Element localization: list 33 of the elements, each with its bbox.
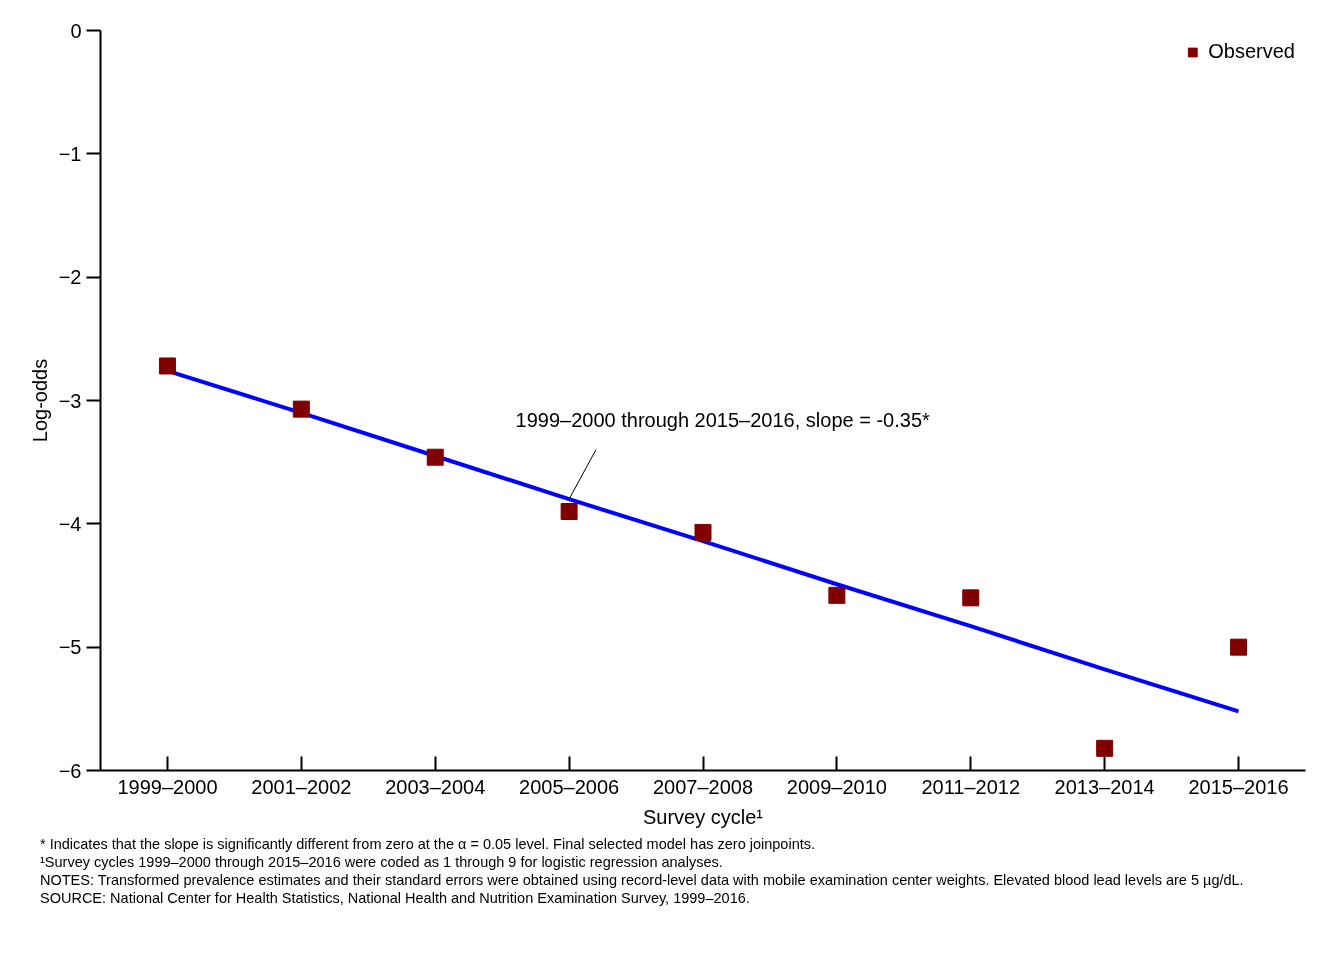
y-tick-label: −4 [58, 512, 82, 535]
x-tick-label: 2013–2014 [1054, 775, 1155, 798]
point [1096, 739, 1114, 757]
text: * Indicates that the slope is significantly different from zero at the α = 0.05 level. Final selected model has zero joinpoints. [40, 836, 816, 852]
x-tick-label: 2005–2006 [519, 775, 620, 798]
point [560, 503, 578, 520]
x-tick-label: 2001–2002 [251, 775, 352, 798]
x-tick-label: 2011–2012 [921, 775, 1021, 798]
point [1230, 638, 1248, 656]
x-tick-label: 1999–2000 [117, 775, 218, 798]
annotation: 1999–2000 through 2015–2016, slope = -0.35* [515, 409, 931, 432]
point [694, 523, 712, 541]
y-tick-label: −6 [58, 759, 82, 782]
y-tick-label: −5 [58, 636, 82, 659]
y-tick-label: −3 [58, 389, 82, 412]
point [828, 586, 846, 604]
legend-label: Observed [1208, 40, 1295, 63]
source-note: SOURCE: National Center for Health Statistics, National Health and Nutrition Examination Survey, 1999–2016. [40, 890, 750, 906]
point [962, 589, 980, 607]
point [426, 448, 444, 466]
x-tick-label: 2009–2010 [786, 775, 887, 798]
point [292, 400, 310, 418]
point [158, 357, 176, 375]
y-tick-label: 0 [70, 19, 82, 42]
y-tick-label: −2 [58, 266, 82, 289]
text: NOTES: Transformed prevalence estimates and their standard errors were obtained using record-level data with mobile examination center weights. Elevated blood lead levels are 5 µg/dL. [40, 872, 1244, 888]
text: ¹Survey cycles 1999–2000 through 2015–2016 were coded as 1 through 9 for logistic regression analyses. [40, 854, 723, 870]
x-tick-label: 2007–2008 [652, 775, 754, 798]
x-tick-label: 2003–2004 [385, 775, 486, 798]
y-axis-title: Log-odds [28, 358, 51, 443]
y-tick-label: −1 [58, 142, 82, 165]
x-tick-label: 2015–2016 [1188, 775, 1289, 798]
x-axis-title: Survey cycle¹ [642, 805, 764, 828]
